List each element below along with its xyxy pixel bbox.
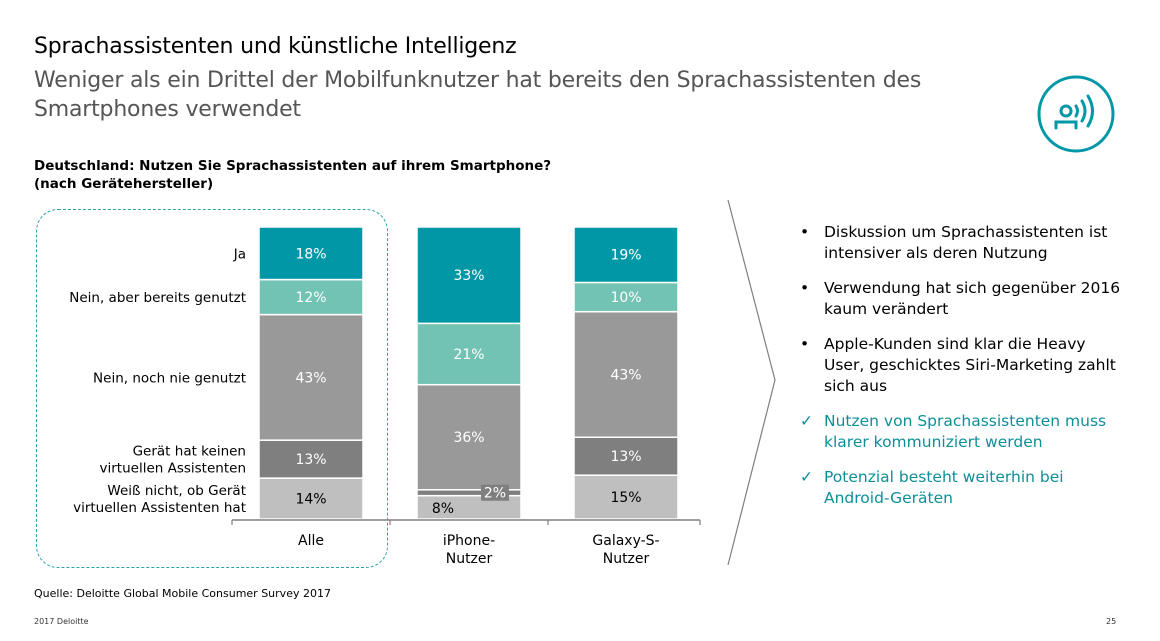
data-label: 8% bbox=[432, 501, 454, 517]
data-label: 18% bbox=[295, 246, 326, 262]
key-findings-list: • Diskussion um Sprachassistenten ist int… bbox=[800, 222, 1130, 523]
slide-title: Sprachassistenten und künstliche Intelli… bbox=[34, 34, 517, 59]
data-label: 13% bbox=[610, 449, 641, 465]
copyright: 2017 Deloitte bbox=[34, 617, 89, 626]
category-label: Galaxy-S- bbox=[592, 533, 659, 549]
voice-assistant-icon bbox=[1036, 74, 1116, 154]
legend-label: Gerät hat keinen bbox=[133, 444, 246, 460]
finding-item: • Apple-Kunden sind klar die Heavy User, … bbox=[800, 334, 1130, 397]
bar-segment bbox=[258, 313, 364, 441]
bar-segment bbox=[416, 322, 522, 386]
item-text: Verwendung hat sich gegenüber 2016 kaum … bbox=[824, 279, 1121, 318]
source-note: Quelle: Deloitte Global Mobile Consumer … bbox=[34, 587, 331, 600]
category-label: Alle bbox=[298, 533, 324, 549]
slide-subtitle: Weniger als ein Drittel der Mobilfunknut… bbox=[34, 68, 922, 122]
data-label: 19% bbox=[610, 248, 641, 264]
data-label-box bbox=[481, 484, 509, 501]
question-line-2: (nach Gerätehersteller) bbox=[34, 176, 214, 192]
legend-label: Nein, aber bereits genutzt bbox=[69, 290, 246, 306]
category-label: iPhone- bbox=[443, 533, 495, 549]
legend-label: virtuellen Assistenten bbox=[100, 461, 247, 477]
item-text: Diskussion um Sprachassistenten ist inte… bbox=[824, 223, 1108, 262]
data-label: 2% bbox=[484, 486, 506, 502]
data-label: 43% bbox=[295, 370, 326, 386]
data-label: 12% bbox=[295, 290, 326, 306]
bullet-icon: • bbox=[800, 223, 810, 241]
data-label: 13% bbox=[295, 452, 326, 468]
bar-segment bbox=[573, 436, 679, 476]
legend-label: virtuellen Assistenten hat bbox=[73, 500, 246, 516]
data-label: 15% bbox=[610, 490, 641, 506]
bar-segment bbox=[573, 226, 679, 284]
data-label: 36% bbox=[453, 430, 484, 446]
data-label: 33% bbox=[453, 268, 484, 284]
bar-segment bbox=[573, 281, 679, 313]
item-text: Nutzen von Sprachassistenten muss klarer… bbox=[824, 412, 1107, 451]
chart-question: Deutschland: Nutzen Sie Sprachassistente… bbox=[34, 157, 551, 193]
item-text: Potenzial besteht weiterhin bei Android-… bbox=[824, 468, 1064, 507]
bar-segment bbox=[416, 226, 522, 325]
finding-item: • Diskussion um Sprachassistenten ist int… bbox=[800, 222, 1130, 264]
category-label: Nutzer bbox=[603, 551, 650, 567]
data-label: 43% bbox=[610, 367, 641, 383]
bar-segment bbox=[258, 226, 364, 281]
data-label: 21% bbox=[453, 347, 484, 363]
legend-label: Weiß nicht, ob Gerät bbox=[107, 483, 246, 499]
bar-segment bbox=[573, 310, 679, 438]
bullet-icon: • bbox=[800, 335, 810, 353]
bar-segment bbox=[258, 439, 364, 479]
recommendation-item: ✓ Potenzial besteht weiterhin bei Android… bbox=[800, 467, 1130, 509]
legend-label: Nein, noch nie genutzt bbox=[93, 370, 246, 386]
data-label: 14% bbox=[295, 492, 326, 508]
bar-segment bbox=[573, 474, 679, 520]
bar-segment bbox=[258, 278, 364, 316]
finding-item: • Verwendung hat sich gegenüber 2016 kaum… bbox=[800, 278, 1130, 320]
item-text: Apple-Kunden sind klar die Heavy User, g… bbox=[824, 335, 1116, 395]
question-line-1: Deutschland: Nutzen Sie Sprachassistente… bbox=[34, 158, 552, 174]
checkmark-icon: ✓ bbox=[800, 412, 813, 430]
highlight-box-alle bbox=[36, 209, 388, 568]
legend-label: Ja bbox=[233, 246, 246, 262]
recommendation-item: ✓ Nutzen von Sprachassistenten muss klare… bbox=[800, 411, 1130, 453]
chevron-divider bbox=[727, 199, 776, 566]
data-label: 10% bbox=[610, 290, 641, 306]
category-label: Nutzer bbox=[446, 551, 493, 567]
checkmark-icon: ✓ bbox=[800, 468, 813, 486]
bullet-icon: • bbox=[800, 279, 810, 297]
page-number: 25 bbox=[1106, 617, 1117, 626]
